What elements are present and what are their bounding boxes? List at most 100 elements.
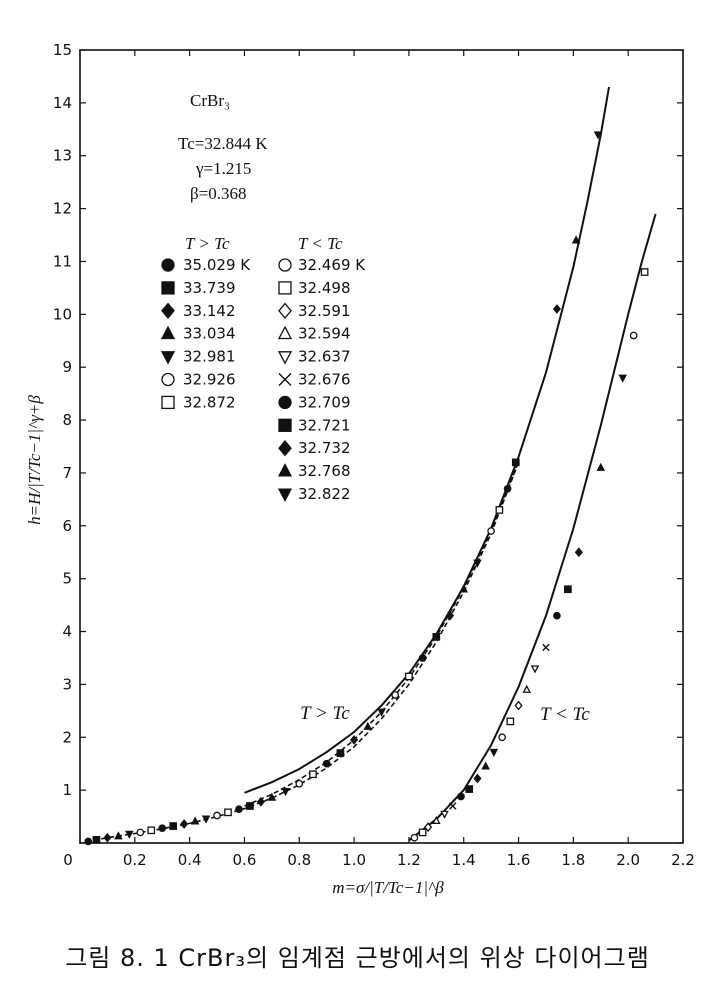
beta-label: β=0.368 bbox=[190, 184, 247, 203]
x-tick-label: 0.8 bbox=[287, 851, 311, 869]
data-point-below bbox=[514, 700, 523, 711]
data-point-below bbox=[457, 792, 465, 801]
data-point-above bbox=[391, 691, 400, 699]
data-point-above bbox=[92, 835, 101, 844]
data-point-above bbox=[295, 779, 304, 788]
data-point-below bbox=[629, 331, 638, 340]
data-point-below bbox=[506, 717, 515, 726]
data-point-above bbox=[281, 787, 290, 797]
legend-marker-above bbox=[161, 281, 175, 295]
data-points bbox=[84, 131, 649, 846]
x-tick-label: 2.0 bbox=[616, 851, 640, 869]
legend-marker-below bbox=[278, 302, 292, 320]
branch-label-below: T < Tc bbox=[540, 704, 590, 725]
data-point-above bbox=[235, 805, 243, 814]
data-point-below bbox=[574, 547, 583, 558]
data-point-below bbox=[418, 828, 427, 837]
data-point-above bbox=[190, 816, 200, 825]
fit-curve-above-solid bbox=[244, 86, 610, 794]
legend-label-below: 32.591 bbox=[298, 302, 351, 320]
legend-marker-above bbox=[161, 258, 175, 272]
y-tick-label: 12 bbox=[53, 200, 72, 218]
legend-marker-above bbox=[160, 325, 176, 340]
data-point-above bbox=[136, 828, 145, 837]
data-point-above bbox=[180, 819, 189, 829]
data-point-above bbox=[147, 826, 156, 835]
legend-marker-below bbox=[278, 373, 292, 386]
data-point-above bbox=[256, 796, 265, 807]
data-point-below bbox=[564, 585, 572, 594]
legend-marker-below bbox=[278, 395, 292, 410]
legend-label-below: 32.709 bbox=[298, 393, 351, 411]
data-point-above bbox=[503, 484, 512, 493]
legend-label-below: 32.822 bbox=[298, 485, 351, 503]
data-point-below bbox=[542, 643, 550, 652]
data-point-above bbox=[487, 527, 495, 535]
data-point-below bbox=[522, 684, 532, 693]
data-point-above bbox=[158, 824, 167, 833]
tc-label: Tc=32.844 K bbox=[178, 134, 268, 153]
y-tick-label: 8 bbox=[62, 411, 72, 429]
gamma-label: γ=1.215 bbox=[195, 159, 251, 178]
y-tick-label: 3 bbox=[62, 675, 72, 693]
data-point-below bbox=[553, 611, 561, 620]
data-point-above bbox=[350, 735, 359, 745]
data-point-below bbox=[449, 802, 457, 810]
y-tick-label: 2 bbox=[62, 728, 72, 746]
legend-label-below: 32.594 bbox=[298, 325, 351, 343]
data-point-below bbox=[640, 268, 649, 276]
data-point-above bbox=[432, 632, 441, 641]
data-point-above bbox=[552, 304, 561, 314]
legend-label-above: 32.872 bbox=[183, 393, 236, 411]
cross-stroke bbox=[542, 643, 550, 652]
x-tick-label: 0.2 bbox=[123, 851, 147, 869]
y-axis-label: h=H/|T/Tc−1|^γ+β bbox=[25, 395, 44, 525]
legend-label-below: 32.768 bbox=[298, 462, 351, 480]
data-point-above bbox=[363, 721, 373, 730]
data-point-below bbox=[410, 833, 419, 842]
data-point-below bbox=[432, 815, 441, 825]
x-tick-label: 1.4 bbox=[452, 851, 476, 869]
cross-stroke bbox=[449, 802, 457, 810]
legend-label-below: 32.676 bbox=[298, 371, 351, 389]
x-tick-label: 1.2 bbox=[397, 851, 421, 869]
data-point-above bbox=[84, 837, 93, 846]
figure-caption: 그림 8. 1 CrBr₃의 임계점 근방에서의 위상 다이어그램 bbox=[65, 944, 650, 972]
y-tick-label: 5 bbox=[62, 570, 72, 588]
legend-label-above: 33.142 bbox=[183, 302, 236, 320]
data-point-above bbox=[169, 822, 178, 830]
data-point-above bbox=[405, 672, 413, 681]
legend-marker-below bbox=[278, 258, 292, 272]
x-axis-label: m=σ/|T/Tc−1|^β bbox=[332, 878, 444, 897]
data-point-above bbox=[473, 559, 482, 568]
legend-label-above: 33.739 bbox=[183, 279, 236, 297]
y-tick-label: 1 bbox=[62, 781, 72, 799]
cross-stroke bbox=[278, 373, 292, 386]
legend-header-below: T < Tc bbox=[298, 234, 343, 253]
material-info: CrBr₃ Tc=32.844 K γ=1.215 β=0.368 bbox=[178, 91, 268, 203]
data-point-above bbox=[377, 708, 386, 717]
fit-curve-above-dashed bbox=[244, 461, 520, 807]
legend-label-below: 32.637 bbox=[298, 348, 351, 366]
x-tick-label: 1.0 bbox=[342, 851, 366, 869]
data-point-below bbox=[424, 822, 433, 832]
legend-marker-below bbox=[277, 325, 293, 340]
data-point-below bbox=[473, 773, 482, 784]
y-tick-label: 14 bbox=[53, 94, 72, 112]
legend-marker-below bbox=[278, 439, 292, 457]
data-point-above bbox=[213, 811, 221, 820]
x-tick-label: 1.8 bbox=[561, 851, 585, 869]
legend: T > Tc T < Tc 35.029 K 33.739 33.142 33.034… bbox=[160, 234, 366, 503]
data-point-above bbox=[114, 831, 123, 840]
data-point-below bbox=[465, 785, 474, 793]
x-tick-label: 2.2 bbox=[671, 851, 695, 869]
data-point-above bbox=[593, 131, 603, 140]
data-point-above bbox=[224, 808, 232, 817]
data-point-below bbox=[440, 810, 449, 819]
legend-label-below: 32.732 bbox=[298, 439, 351, 457]
plot-frame bbox=[79, 49, 684, 844]
data-point-above bbox=[125, 830, 134, 839]
legend-label-below: 32.721 bbox=[298, 416, 351, 434]
legend-marker-above bbox=[161, 372, 175, 387]
legend-marker-below bbox=[277, 463, 293, 477]
